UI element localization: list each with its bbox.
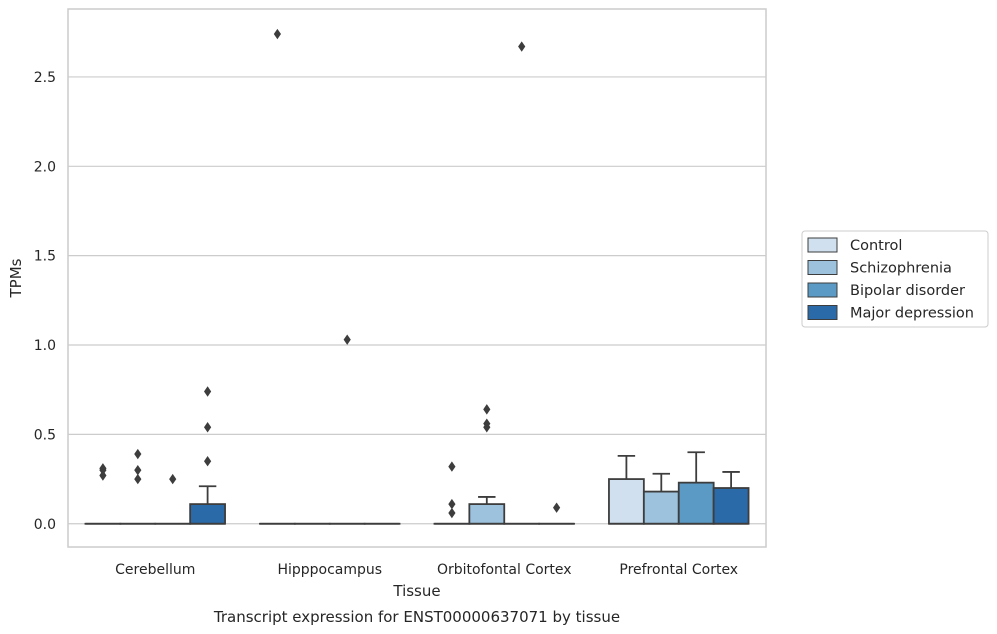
legend-swatch (807, 282, 838, 298)
fliers-layer (99, 28, 561, 519)
box-bipolar-disorder (677, 451, 715, 525)
y-tick-label: 0.5 (34, 427, 56, 443)
outlier-point (448, 507, 456, 519)
outlier-point (204, 386, 212, 397)
legend-swatch (807, 237, 838, 253)
outlier-point (483, 404, 491, 415)
legend-item: Major depression (807, 305, 974, 322)
legend-label: Major depression (850, 306, 974, 322)
y-tick-label: 2.5 (34, 70, 56, 86)
outlier-point (204, 422, 212, 433)
outlier-point (134, 448, 142, 460)
outlier-point (518, 41, 526, 52)
outlier-point (134, 473, 142, 485)
boxes-layer (84, 451, 750, 525)
box-body (642, 490, 680, 525)
box-major-depression (712, 471, 750, 525)
legend: Control Schizophrenia Bipolar disorder Majo… (801, 230, 989, 328)
y-axis-label: TPMs (7, 258, 25, 298)
legend-swatch (807, 260, 838, 275)
legend-label: Control (850, 238, 902, 254)
y-tick-label: 2.0 (34, 159, 56, 175)
legend-item: Bipolar disorder (807, 282, 965, 299)
plot-frame (67, 8, 767, 548)
outlier-point (273, 28, 281, 40)
legend-item: Schizophrenia (807, 260, 952, 277)
legend-label: Bipolar disorder (850, 283, 965, 299)
box-body (608, 478, 645, 525)
box-schizophrenia (468, 496, 506, 525)
outlier-point (448, 461, 456, 472)
y-tick-labels: 0.0 0.5 1.0 1.5 2.0 2.5 (34, 70, 56, 533)
outlier-point (169, 473, 177, 485)
box-body (468, 503, 506, 525)
outlier-point (99, 464, 107, 476)
box-schizophrenia (642, 472, 680, 525)
legend-label: Schizophrenia (850, 261, 952, 277)
x-tick-label: Prefrontal Cortex (619, 562, 738, 578)
x-axis-label: Tissue (392, 582, 440, 600)
x-tick-label: Orbitofontal Cortex (437, 562, 572, 578)
legend-frame (801, 230, 989, 328)
x-tick-label: Hipppocampus (277, 562, 382, 578)
box-body (189, 503, 226, 525)
grid-lines (68, 76, 766, 525)
legend-item: Control (807, 237, 902, 254)
outlier-point (483, 422, 491, 433)
outlier-point (134, 464, 142, 476)
outlier-point (99, 470, 107, 481)
y-tick-label: 0.0 (34, 517, 56, 533)
box-control (608, 454, 645, 525)
outlier-point (553, 502, 561, 513)
outlier-point (204, 456, 212, 467)
y-tick-label: 1.0 (34, 338, 56, 354)
x-tick-label: Cerebellum (115, 562, 195, 578)
outlier-point (448, 498, 456, 510)
box-body (712, 487, 750, 525)
outlier-point (343, 334, 351, 345)
y-tick-label: 1.5 (34, 249, 56, 265)
x-tick-labels: Cerebellum Hipppocampus Orbitofontal Corte… (115, 562, 738, 578)
box-major-depression (189, 485, 226, 525)
box-body (677, 481, 715, 525)
chart-caption: Transcript expression for ENST0000063707… (213, 608, 620, 626)
legend-swatch (807, 305, 838, 320)
